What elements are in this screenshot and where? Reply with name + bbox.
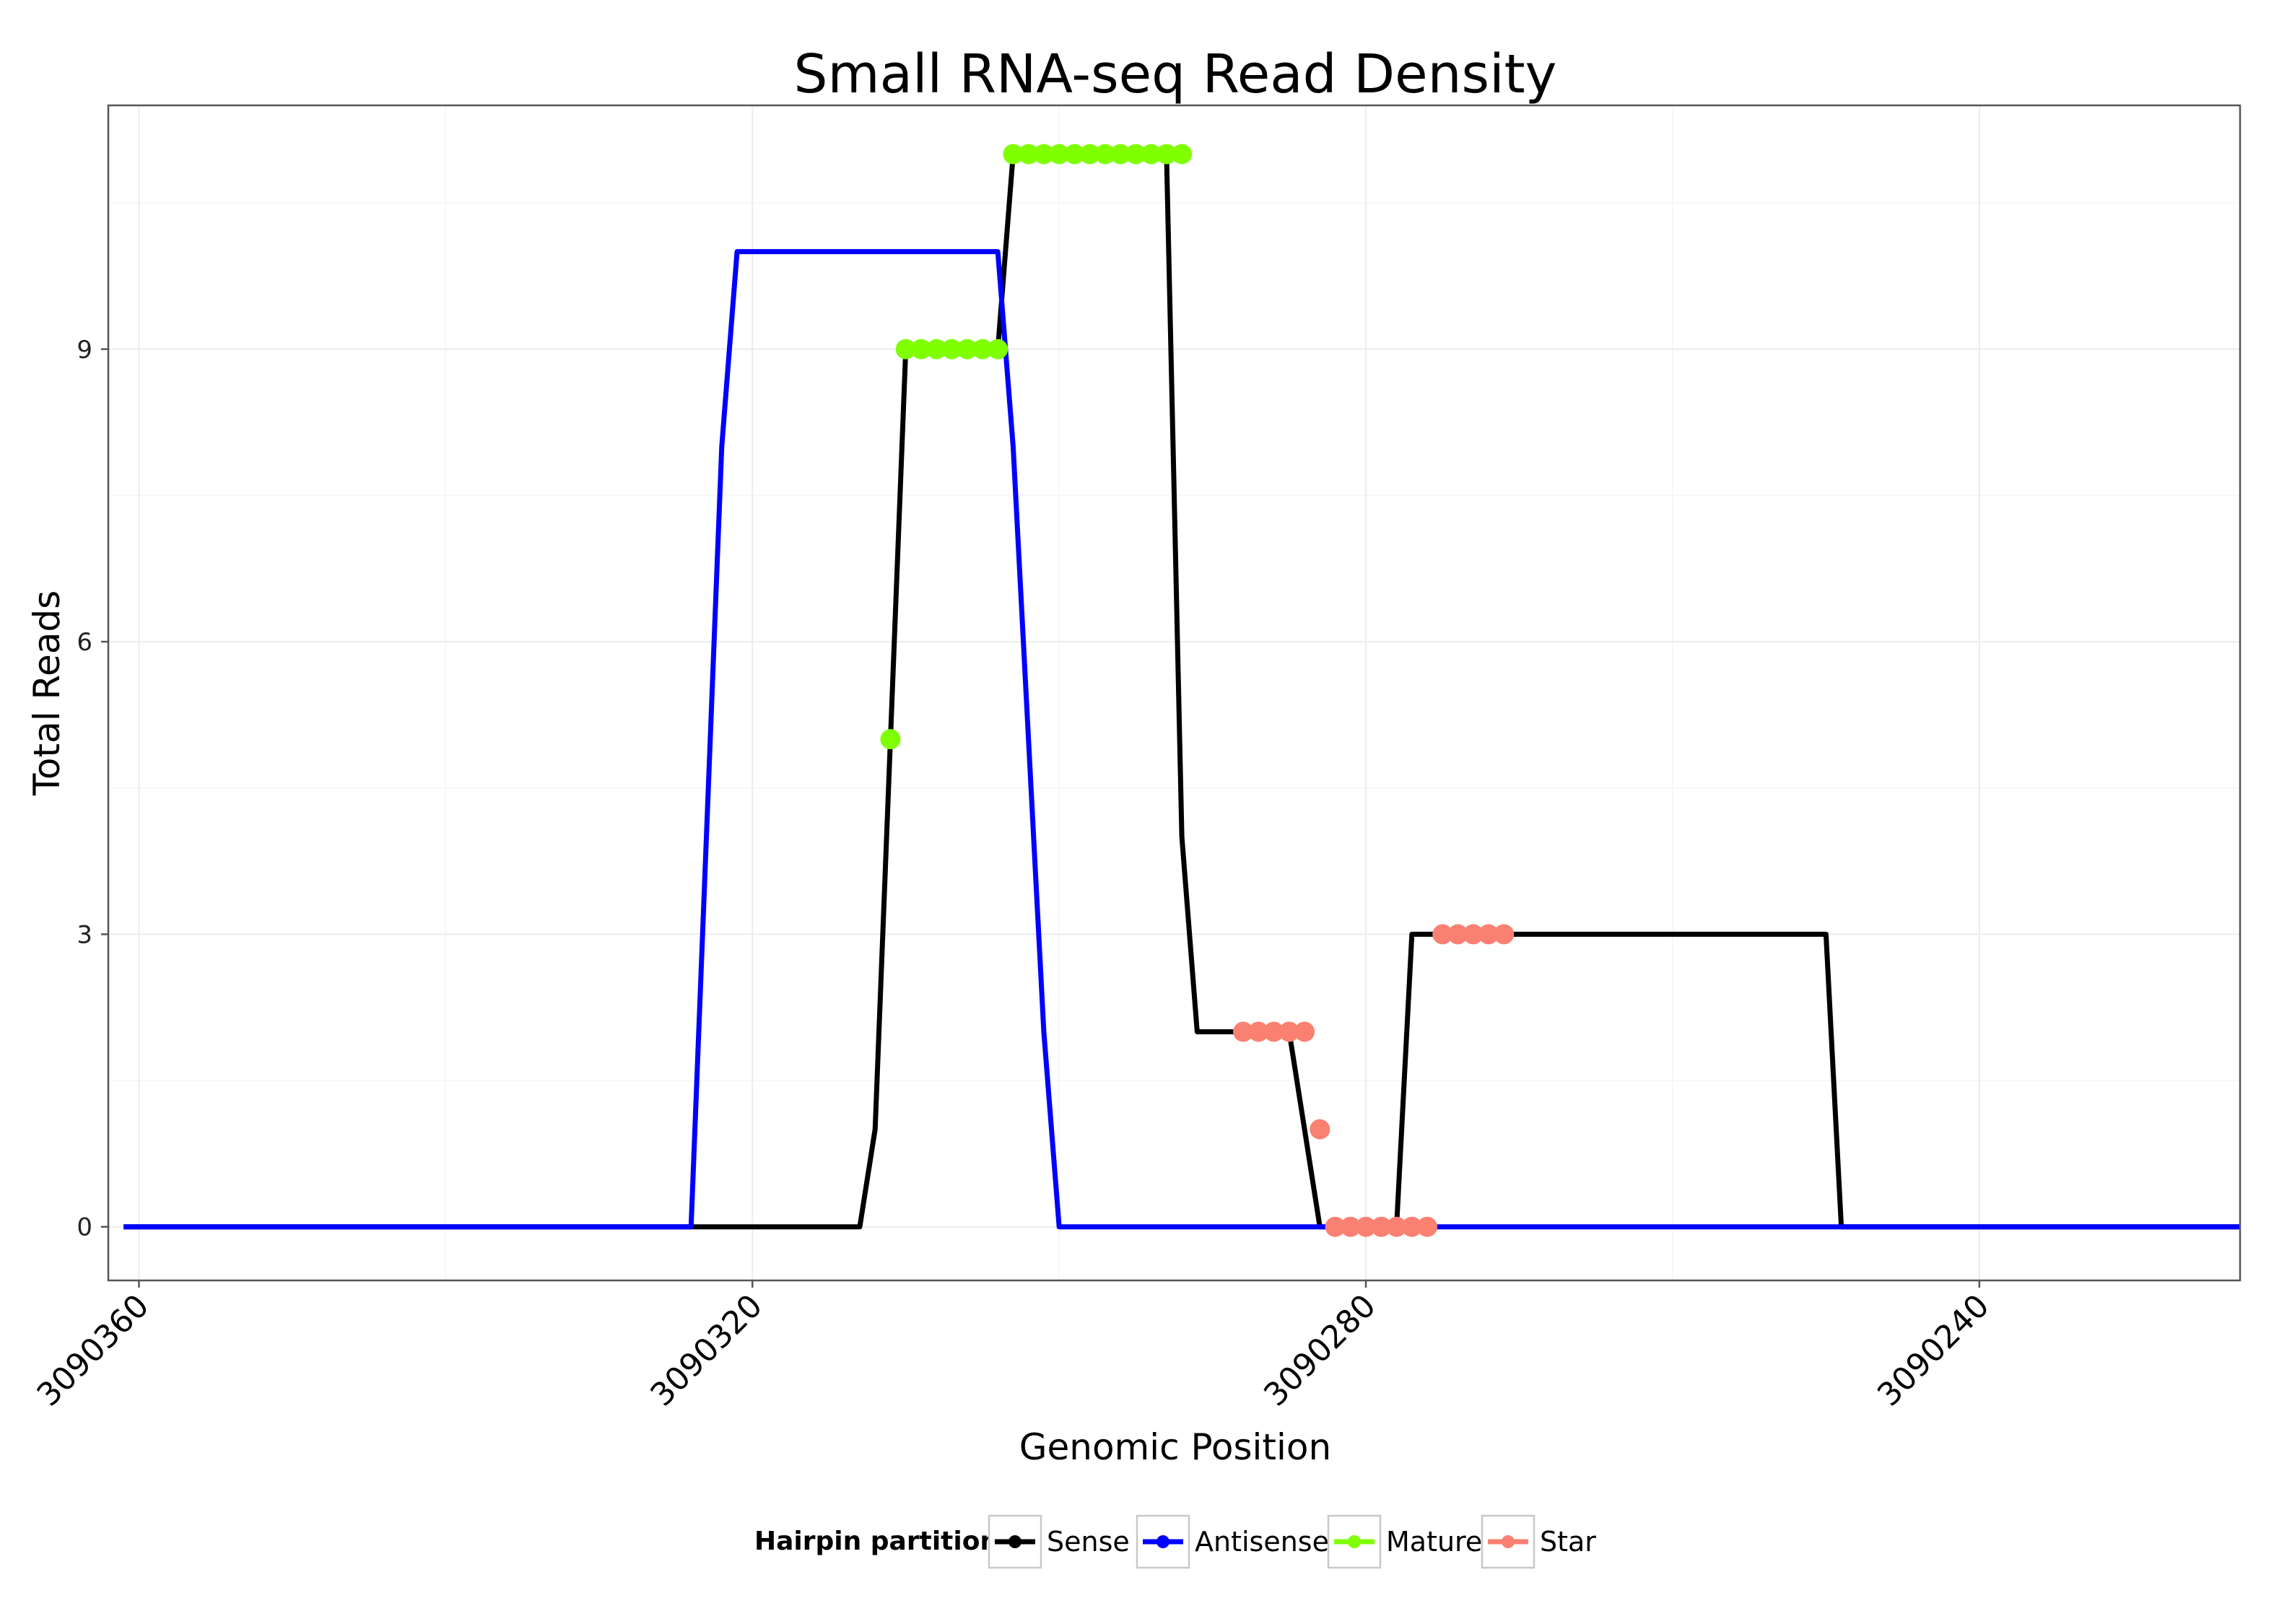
legend-label: Sense: [1047, 1526, 1130, 1558]
data-point-mature: [1094, 144, 1115, 165]
plot-border: [107, 104, 2242, 1282]
legend-swatch-point: [1009, 1535, 1021, 1548]
data-point-mature: [1110, 144, 1131, 165]
data-point-mature: [926, 339, 947, 359]
data-point-mature: [1156, 144, 1177, 165]
data-point-star: [1478, 924, 1499, 945]
data-point-mature: [1141, 144, 1162, 165]
data-point-star: [1401, 1216, 1422, 1237]
data-point-mature: [910, 339, 931, 359]
data-point-star: [1278, 1021, 1299, 1042]
chart-title: Small RNA-seq Read Density: [794, 43, 1557, 105]
data-point-mature: [1064, 144, 1085, 165]
data-point-mature: [1033, 144, 1054, 165]
legend-label: Antisense: [1195, 1526, 1329, 1558]
data-point-star: [1248, 1021, 1269, 1042]
data-point-star: [1417, 1216, 1438, 1237]
data-point-star: [1325, 1216, 1346, 1237]
series-points: [880, 144, 1515, 1237]
plot-panel: [108, 105, 2240, 1280]
y-axis: 0 3 6 9: [77, 336, 108, 1242]
legend-swatch-point: [1156, 1535, 1169, 1548]
data-point-mature: [941, 339, 962, 359]
legend-label: Star: [1540, 1526, 1596, 1558]
y-tick-label: 6: [77, 628, 92, 657]
data-point-star: [1447, 924, 1468, 945]
data-point-mature: [1125, 144, 1146, 165]
data-point-mature: [1018, 144, 1039, 165]
x-tick-label: 3090240: [1870, 1288, 1997, 1414]
series-line-antisense: [123, 249, 2240, 1230]
data-point-star: [1356, 1216, 1377, 1237]
x-tick-label: 3090280: [1257, 1288, 1383, 1414]
x-axis-label: Genomic Position: [1019, 1426, 1331, 1468]
x-axis: 3090360 3090320 3090280 3090240: [30, 1280, 1997, 1413]
y-axis-label: Total Reads: [26, 590, 68, 796]
plot-area: [107, 104, 2242, 1282]
legend-swatch-point: [1348, 1535, 1361, 1548]
data-point-mature: [1003, 144, 1024, 165]
y-tick-label: 0: [77, 1213, 92, 1242]
data-point-star: [1463, 924, 1484, 945]
data-point-star: [1371, 1216, 1392, 1237]
legend-item-antisense: Antisense: [1136, 1514, 1329, 1569]
data-point-star: [1233, 1021, 1254, 1042]
y-tick-label: 9: [77, 336, 92, 364]
y-tick-label: 3: [77, 920, 92, 949]
data-point-mature: [895, 339, 916, 359]
x-tick-label: 3090360: [30, 1288, 157, 1414]
data-point-mature: [1049, 144, 1070, 165]
data-point-star: [1294, 1021, 1315, 1042]
legend-item-sense: Sense: [988, 1514, 1130, 1569]
data-point-mature: [880, 729, 901, 750]
data-point-star: [1340, 1216, 1361, 1237]
data-point-star: [1263, 1021, 1284, 1042]
data-point-mature: [988, 339, 1009, 359]
legend-swatch-point: [1502, 1535, 1515, 1548]
data-point-mature: [1172, 144, 1193, 165]
data-point-star: [1432, 924, 1453, 945]
legend-title: Hairpin partition: [754, 1527, 998, 1556]
x-tick-label: 3090320: [643, 1288, 770, 1414]
data-point-mature: [972, 339, 993, 359]
data-point-mature: [1079, 144, 1100, 165]
legend-item-mature: Mature: [1327, 1514, 1482, 1569]
legend-item-star: Star: [1481, 1514, 1596, 1569]
data-point-star: [1494, 924, 1515, 945]
data-point-star: [1386, 1216, 1407, 1237]
legend: Hairpin partition Sense Antisense Mature St…: [754, 1514, 1596, 1569]
legend-label: Mature: [1386, 1526, 1482, 1558]
data-point-star: [1310, 1119, 1330, 1140]
data-point-mature: [957, 339, 977, 359]
